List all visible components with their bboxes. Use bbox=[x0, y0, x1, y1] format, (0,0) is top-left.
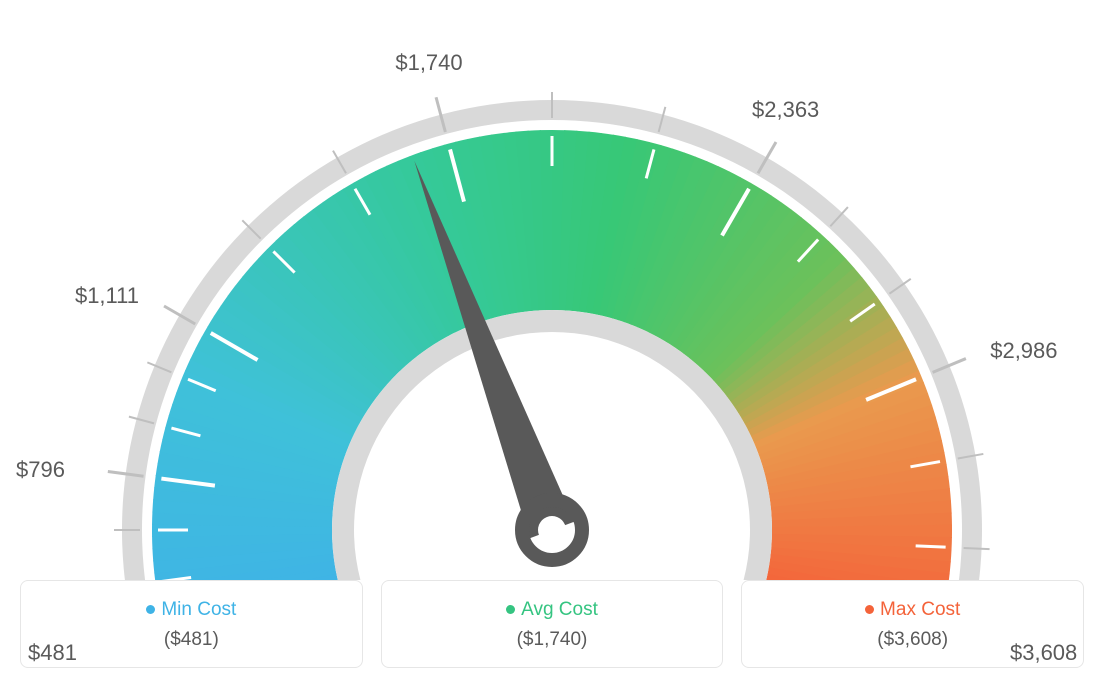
cost-gauge-widget: $481$796$1,111$1,740$2,363$2,986$3,608 M… bbox=[20, 20, 1084, 668]
dot-icon bbox=[506, 605, 515, 614]
legend-label: Avg Cost bbox=[521, 599, 598, 620]
scale-label: $1,740 bbox=[395, 50, 462, 76]
legend-title-avg: Avg Cost bbox=[392, 599, 713, 621]
legend-title-max: Max Cost bbox=[752, 599, 1073, 621]
legend-row: Min Cost ($481) Avg Cost ($1,740) Max Co… bbox=[20, 580, 1084, 668]
scale-label: $481 bbox=[28, 640, 77, 666]
scale-label: $796 bbox=[16, 457, 65, 483]
gauge-area: $481$796$1,111$1,740$2,363$2,986$3,608 bbox=[20, 20, 1084, 560]
scale-label: $2,986 bbox=[990, 338, 1057, 364]
dot-icon bbox=[865, 605, 874, 614]
legend-card-avg: Avg Cost ($1,740) bbox=[381, 580, 724, 668]
scale-label: $1,111 bbox=[75, 283, 139, 309]
legend-value-min: ($481) bbox=[31, 629, 352, 651]
legend-title-min: Min Cost bbox=[31, 599, 352, 621]
scale-label: $2,363 bbox=[752, 97, 819, 123]
gauge-chart bbox=[72, 60, 1032, 580]
dot-icon bbox=[146, 605, 155, 614]
legend-label: Min Cost bbox=[161, 599, 236, 620]
legend-label: Max Cost bbox=[880, 599, 960, 620]
scale-label: $3,608 bbox=[1010, 640, 1077, 666]
legend-value-avg: ($1,740) bbox=[392, 629, 713, 651]
